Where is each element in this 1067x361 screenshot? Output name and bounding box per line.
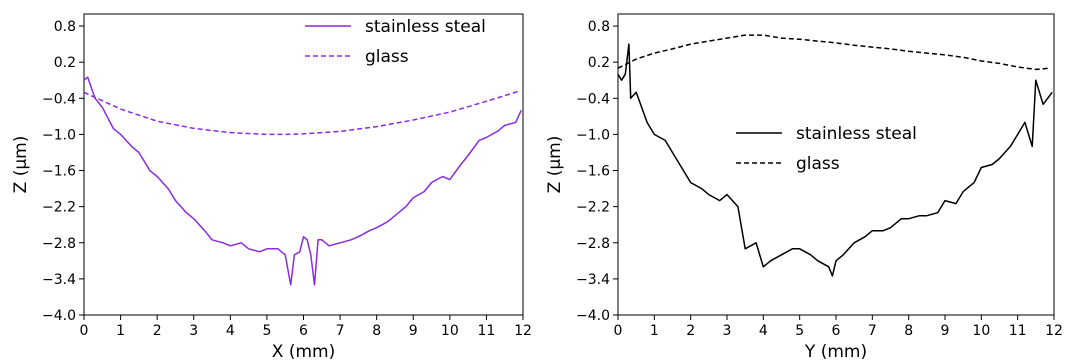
chart-1-x-tick-label-11: 11 — [478, 323, 496, 339]
chart-1-series-glass — [83, 90, 520, 136]
chart-1-x-tick-label-7: 7 — [336, 323, 345, 339]
chart-1-x-tick-label-1: 1 — [116, 323, 125, 339]
chart-2-x-tick-label-5: 5 — [795, 323, 804, 339]
chart-2-x-tick-label-0: 0 — [614, 323, 623, 339]
chart-2-x-tick-label-2: 2 — [686, 323, 695, 339]
chart-2-x-tick-label-10: 10 — [972, 323, 990, 339]
chart-1-x-tick-label-2: 2 — [153, 323, 162, 339]
chart-1-y-axis-label: Z (μm) — [11, 136, 31, 194]
chart-2-y-tick-label-1: −3.4 — [576, 272, 610, 288]
chart-1-y-tick-label-6: −0.4 — [42, 91, 76, 107]
chart-2-y-tick-label-6: −0.4 — [576, 91, 610, 107]
chart-2-x-axis-label: Y (mm) — [804, 342, 867, 361]
chart-2-x-tick-label-3: 3 — [723, 323, 732, 339]
chart-1-y-tick-label-8: 0.8 — [54, 19, 76, 35]
chart-1-x-tick-label-8: 8 — [372, 323, 381, 339]
chart-1-x-tick-label-10: 10 — [441, 323, 459, 339]
chart-2-y-tick-label-8: 0.8 — [588, 19, 610, 35]
chart-2-y-tick-label-7: 0.2 — [588, 55, 610, 71]
chart-1-series-stainless-steal — [83, 76, 522, 286]
chart-1-x-tick-label-12: 12 — [514, 323, 532, 339]
chart-2-y-tick-label-5: −1.0 — [576, 127, 610, 143]
chart-1-y-tick-label-0: −4.0 — [42, 308, 76, 324]
chart-1-y-tick-label-3: −2.2 — [42, 200, 76, 216]
chart-1-y-tick-label-5: −1.0 — [42, 127, 76, 143]
chart-2-y-tick-label-2: −2.8 — [576, 236, 610, 252]
chart-1-y-tick-label-7: 0.2 — [54, 55, 76, 71]
chart-2-x-tick-label-12: 12 — [1045, 323, 1063, 339]
chart-2-x-tick-label-11: 11 — [1009, 323, 1027, 339]
chart-2-series-glass — [617, 34, 1051, 71]
chart-2-x-tick-label-7: 7 — [868, 323, 877, 339]
chart-1-y-tick-label-1: −3.4 — [42, 272, 76, 288]
chart-1-y-tick-label-2: −2.8 — [42, 236, 76, 252]
chart-1: 0 1 2 3 4 5 6 7 8 9 10 11 12−4.0−3.4−2.8−2.2−1.6−1.0… — [11, 13, 532, 361]
chart-1-x-tick-label-3: 3 — [189, 323, 198, 339]
chart-2-legend-label-glass: glass — [796, 154, 840, 174]
chart-2-x-tick-label-1: 1 — [650, 323, 659, 339]
chart-2-legend-label-stainless-steal: stainless steal — [796, 124, 917, 144]
chart-2: 0 1 2 3 4 5 6 7 8 9 10 11 12−4.0−3.4−2.8−2.2−1.6−1.0… — [545, 13, 1063, 361]
chart-2-x-tick-label-9: 9 — [941, 323, 950, 339]
chart-1-x-tick-label-0: 0 — [80, 323, 89, 339]
chart-2-x-tick-label-6: 6 — [832, 323, 841, 339]
chart-2-series-stainless-steal — [617, 43, 1053, 277]
chart-2-x-tick-label-4: 4 — [759, 323, 768, 339]
chart-1-x-tick-label-6: 6 — [299, 323, 308, 339]
chart-2-x-tick-label-8: 8 — [904, 323, 913, 339]
chart-1-x-tick-label-5: 5 — [262, 323, 271, 339]
chart-1-x-tick-label-4: 4 — [226, 323, 235, 339]
chart-1-x-tick-label-9: 9 — [409, 323, 418, 339]
chart-2-y-tick-label-3: −2.2 — [576, 200, 610, 216]
chart-1-y-tick-label-4: −1.6 — [42, 164, 76, 180]
chart-2-y-axis-label: Z (μm) — [545, 136, 565, 194]
chart-1-x-axis-label: X (mm) — [272, 342, 335, 361]
chart-1-legend-label-glass: glass — [365, 47, 409, 67]
chart-2-y-tick-label-0: −4.0 — [576, 308, 610, 324]
chart-1-legend-label-stainless-steal: stainless steal — [365, 17, 486, 37]
chart-1-frame — [83, 13, 524, 316]
chart-2-y-tick-label-4: −1.6 — [576, 164, 610, 180]
